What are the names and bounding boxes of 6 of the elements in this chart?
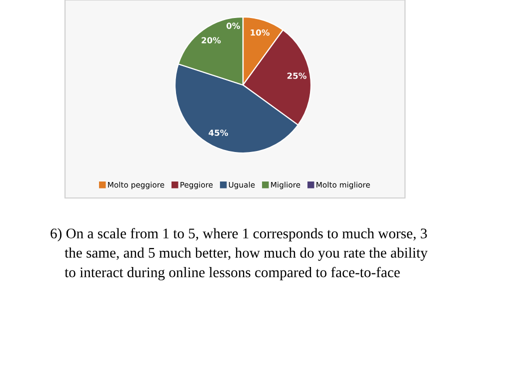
text: 0% (226, 22, 240, 29)
data-label: 10% (250, 29, 270, 36)
data-label: 20% (202, 37, 221, 44)
text: 6) On a scale from 1 to 5, where 1 corresponds to much worse, 3 the same, and 5 much better, how much do you rate the ability to interact during online lessons compared to face-to-face (50, 228, 428, 280)
data-label: 25% (287, 72, 306, 79)
data-label: 45% (208, 130, 228, 136)
